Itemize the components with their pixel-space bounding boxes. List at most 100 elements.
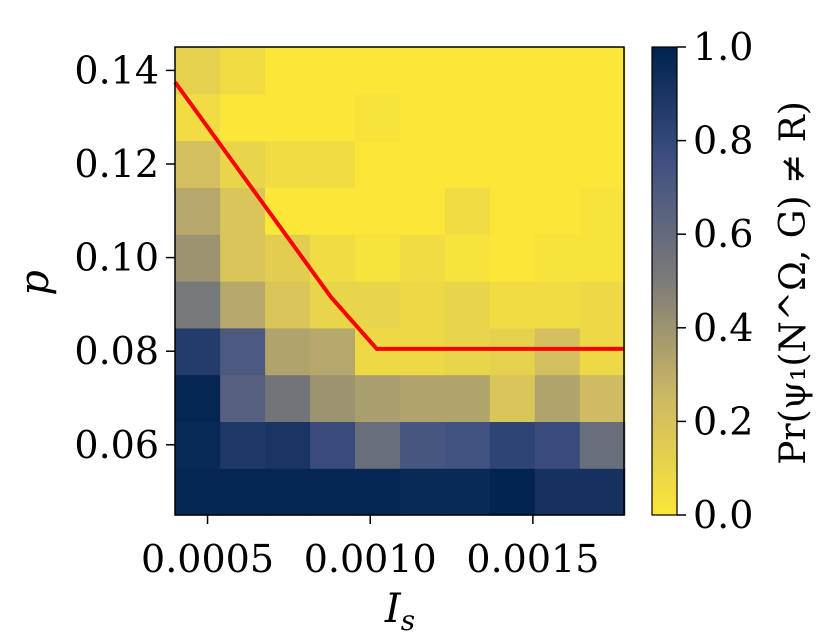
heatmap-cell (444, 468, 491, 516)
heatmap-cell (220, 47, 266, 95)
x-tick-label: 0.0010 (304, 537, 437, 581)
y-tick-label: 0.10 (74, 236, 159, 280)
heatmap-cell (175, 421, 221, 469)
colorbar-tick-label: 0.4 (693, 306, 753, 350)
heatmap-cell (399, 140, 446, 188)
heatmap-cell (489, 93, 536, 142)
heatmap-cell (310, 234, 356, 282)
heatmap-cell (579, 327, 626, 376)
heatmap-cell (534, 468, 581, 516)
y-tick-label: 0.14 (74, 48, 159, 92)
heatmap-cell (534, 234, 581, 282)
heatmap-cell (399, 374, 446, 422)
heatmap-cell (265, 327, 311, 376)
heatmap-cell (579, 468, 626, 516)
heatmap-cell (489, 374, 536, 422)
colorbar-tick-label: 0.8 (693, 119, 753, 163)
heatmap-cell (175, 187, 221, 235)
colorbar-tick-label: 0.2 (693, 399, 753, 443)
heatmap-cell (265, 187, 311, 235)
heatmap-cell (310, 468, 356, 516)
heatmap-cell (175, 374, 221, 422)
heatmap-cell (489, 140, 536, 188)
heatmap-cell (265, 374, 311, 422)
heatmap-cell (265, 468, 311, 516)
heatmap-cell (310, 327, 356, 376)
x-axis-label: Is (384, 586, 415, 637)
heatmap-cell (265, 281, 311, 329)
heatmap-cell (579, 93, 626, 142)
heatmap-cell (534, 47, 581, 95)
x-tick-label: 0.0005 (141, 537, 274, 581)
heatmap-cell (354, 234, 401, 282)
heatmap-cell (354, 468, 401, 516)
colorbar-tick-label: 1.0 (693, 25, 753, 69)
colorbar-tick-label: 0.0 (693, 493, 753, 537)
y-tick-label: 0.08 (74, 329, 159, 373)
y-axis-label: p (12, 270, 58, 296)
heatmap-cell (220, 374, 266, 422)
heatmap-cell (399, 281, 446, 329)
heatmap-cell (444, 421, 491, 469)
heatmap-cell (399, 93, 446, 142)
x-tick-label: 0.0015 (466, 537, 599, 581)
heatmap-cell (534, 374, 581, 422)
heatmap-cell (399, 421, 446, 469)
heatmap-cell (534, 93, 581, 142)
heatmap-cell (399, 327, 446, 376)
heatmap-cell (265, 47, 311, 95)
heatmap-cell (310, 140, 356, 188)
heatmap-cell (175, 234, 221, 282)
colorbar-ticks: 0.0 0.2 0.4 0.6 0.8 1.0 (677, 25, 753, 537)
heatmap-cell (444, 140, 491, 188)
heatmap-cell (354, 187, 401, 235)
heatmap-cell (354, 47, 401, 95)
heatmap-cell (579, 140, 626, 188)
heatmap-cell (175, 47, 221, 95)
heatmap-cell (310, 421, 356, 469)
heatmap-cell (444, 327, 491, 376)
colorbar-label: Pr(ψ₁(N^Ω, G) ≠ R) (773, 101, 814, 465)
heatmap-cell (399, 234, 446, 282)
heatmap-cell (175, 468, 221, 516)
heatmap-cell (444, 187, 491, 235)
y-tick-label: 0.06 (74, 423, 159, 467)
heatmap-cell (489, 234, 536, 282)
plot-frame (174, 46, 625, 516)
heatmap-cell (265, 93, 311, 142)
threshold-line-layer (173, 80, 624, 351)
heatmap-cell (444, 93, 491, 142)
heatmap-cell (354, 93, 401, 142)
heatmap-cell (265, 421, 311, 469)
heatmap-cell (175, 140, 221, 188)
y-axis-ticks: 0.06 0.08 0.10 0.12 0.14 (74, 48, 175, 467)
heatmap-cell (489, 187, 536, 235)
heatmap-cell (354, 140, 401, 188)
heatmap-cell (399, 187, 446, 235)
heatmap-cell (534, 281, 581, 329)
heatmap-cell (310, 47, 356, 95)
heatmap-cell (310, 374, 356, 422)
x-axis-ticks: 0.0005 0.0010 0.0015 (141, 515, 599, 581)
heatmap-cell (444, 47, 491, 95)
heatmap-cell (534, 140, 581, 188)
heatmap-cell (534, 187, 581, 235)
heatmap-cell (175, 281, 221, 329)
heatmap-cell (579, 374, 626, 422)
heatmap-cell (399, 47, 446, 95)
y-tick-label: 0.12 (74, 142, 159, 186)
threshold-line (173, 80, 624, 351)
heatmap-cell (444, 281, 491, 329)
heatmap-cell (310, 93, 356, 142)
heatmap-cell (489, 327, 536, 376)
heatmap-cell (354, 421, 401, 469)
heatmap-cell (220, 93, 266, 142)
colorbar-tick-label: 0.6 (693, 212, 753, 256)
heatmap-cell (220, 327, 266, 376)
heatmap-cell (220, 281, 266, 329)
heatmap-cell (444, 374, 491, 422)
heatmap-cell (534, 327, 581, 376)
heatmap-cell (579, 187, 626, 235)
heatmap-cell (489, 281, 536, 329)
